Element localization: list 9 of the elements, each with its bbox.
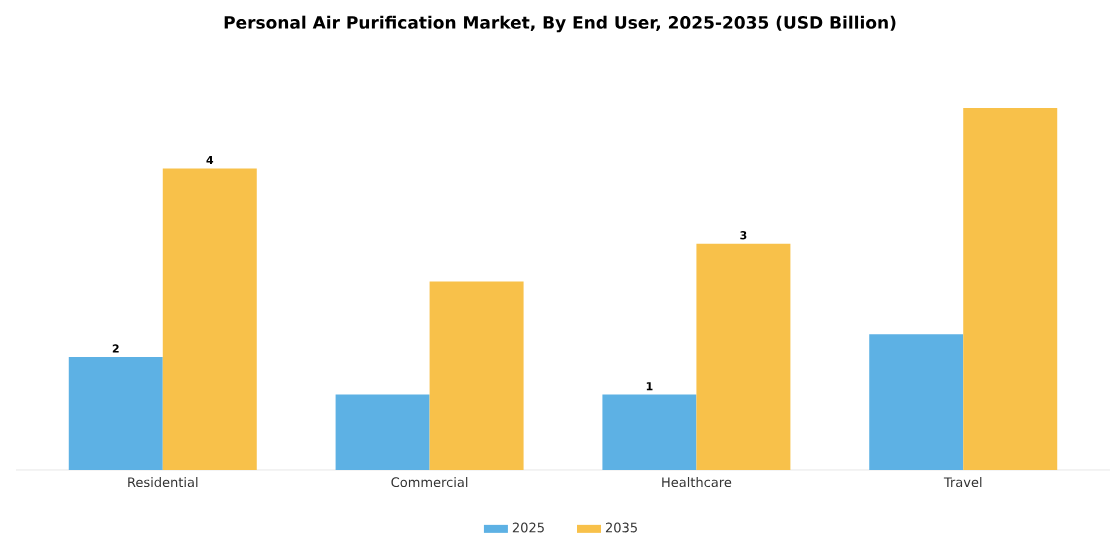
bar bbox=[963, 108, 1058, 470]
bar bbox=[602, 394, 697, 470]
bar bbox=[869, 334, 964, 470]
bar bbox=[162, 168, 257, 470]
chart-title: Personal Air Purification Market, By End User, 2025-2035 (USD Billion) bbox=[224, 15, 896, 33]
bar bbox=[696, 243, 791, 470]
bar bbox=[68, 356, 163, 470]
bar bbox=[429, 281, 524, 470]
bar bbox=[335, 394, 430, 470]
